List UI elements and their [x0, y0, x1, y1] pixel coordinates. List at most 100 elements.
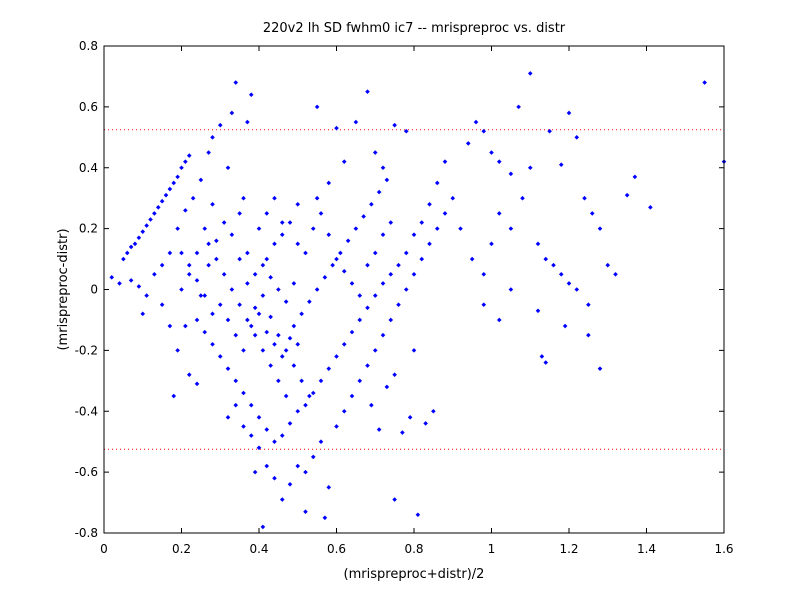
data-point	[245, 119, 250, 125]
data-point	[527, 71, 533, 76]
data-point	[407, 415, 413, 420]
data-point	[252, 469, 258, 475]
data-point	[597, 226, 603, 231]
data-point	[388, 317, 394, 323]
data-point	[136, 284, 142, 289]
data-point	[206, 241, 211, 247]
x-tick-label: 0.8	[404, 542, 423, 556]
data-point	[202, 293, 208, 298]
data-point	[179, 287, 184, 292]
data-point	[334, 424, 339, 429]
data-point	[140, 229, 146, 234]
x-tick-label: 0.4	[249, 542, 268, 556]
data-point	[268, 363, 273, 368]
y-tick-label: 0.4	[79, 161, 98, 175]
data-point	[481, 302, 487, 308]
data-point	[276, 332, 281, 338]
data-point	[264, 463, 270, 469]
data-point	[303, 469, 308, 475]
data-point	[376, 189, 382, 195]
data-point	[376, 427, 382, 432]
data-point	[566, 110, 572, 116]
data-point	[295, 201, 301, 207]
data-point	[287, 335, 293, 341]
data-point	[206, 150, 211, 155]
data-point	[295, 408, 301, 414]
x-tick-label: 1.6	[714, 542, 733, 556]
data-point	[508, 171, 514, 177]
data-point	[326, 485, 332, 490]
data-point	[403, 287, 409, 292]
data-point	[136, 235, 142, 241]
data-point	[194, 317, 200, 323]
data-point	[287, 421, 293, 426]
data-point	[648, 205, 653, 210]
data-point	[318, 378, 324, 384]
data-point	[233, 378, 239, 384]
data-point	[535, 308, 541, 314]
data-point	[415, 512, 421, 518]
data-point	[237, 256, 242, 262]
data-point	[380, 281, 386, 286]
data-point	[334, 354, 339, 359]
data-point	[260, 348, 266, 353]
data-point	[241, 348, 246, 353]
data-point	[380, 232, 386, 238]
y-tick-label: -0.8	[75, 526, 98, 540]
data-point	[128, 244, 134, 250]
data-point	[566, 281, 572, 286]
data-point	[186, 372, 192, 378]
data-point	[469, 256, 475, 262]
y-tick-label: -0.4	[75, 404, 98, 418]
data-point	[144, 293, 149, 298]
data-point	[597, 366, 603, 371]
x-tick-label: 1.4	[637, 542, 656, 556]
data-point	[214, 256, 219, 262]
data-point	[248, 402, 254, 408]
data-point	[194, 381, 200, 387]
data-point	[341, 341, 347, 347]
y-tick-label: -0.2	[75, 343, 98, 357]
plot-area-frame	[103, 45, 725, 534]
data-point	[210, 201, 215, 207]
data-point	[183, 208, 188, 213]
data-point	[214, 238, 219, 244]
data-point	[291, 281, 297, 286]
data-point	[256, 226, 262, 231]
data-point	[279, 232, 285, 238]
data-point	[248, 92, 254, 97]
data-point	[272, 195, 277, 201]
data-point	[225, 415, 231, 420]
data-point	[287, 220, 293, 225]
data-point	[357, 317, 363, 323]
data-point	[252, 305, 258, 311]
data-point	[574, 287, 580, 292]
data-point	[268, 275, 273, 280]
data-point	[442, 211, 448, 216]
data-point	[144, 223, 149, 228]
data-point	[279, 354, 285, 359]
data-point	[237, 302, 242, 308]
data-points	[109, 71, 727, 530]
data-point	[326, 232, 332, 238]
data-point	[384, 177, 390, 183]
y-tick-label: 0.8	[79, 39, 98, 53]
data-point	[434, 226, 440, 231]
data-point	[171, 393, 177, 399]
data-point	[287, 482, 293, 487]
data-point	[586, 302, 591, 308]
data-point	[272, 439, 277, 444]
data-point	[198, 177, 204, 183]
data-point	[465, 141, 471, 146]
data-point	[233, 402, 239, 408]
data-point	[326, 180, 332, 186]
data-point	[128, 278, 134, 283]
data-point	[318, 439, 324, 444]
data-point	[489, 241, 494, 247]
data-point	[392, 372, 397, 378]
y-tick-label: 0.6	[79, 100, 98, 114]
data-point	[198, 293, 204, 298]
data-point	[291, 363, 297, 368]
data-point	[574, 135, 580, 140]
data-point	[279, 497, 285, 502]
